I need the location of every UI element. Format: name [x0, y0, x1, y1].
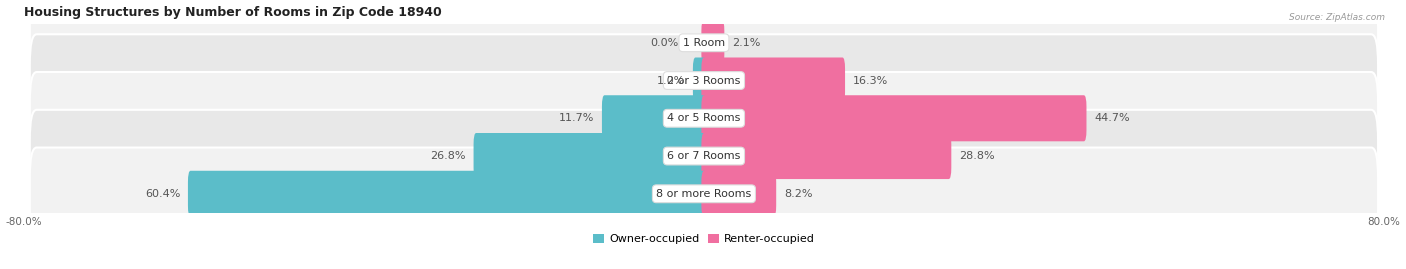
Text: 1.0%: 1.0%: [657, 76, 685, 86]
FancyBboxPatch shape: [702, 95, 1087, 141]
FancyBboxPatch shape: [30, 0, 1378, 89]
Text: 1 Room: 1 Room: [683, 38, 725, 48]
Text: 11.7%: 11.7%: [560, 113, 595, 123]
FancyBboxPatch shape: [602, 95, 706, 141]
FancyBboxPatch shape: [702, 58, 845, 104]
Text: 2 or 3 Rooms: 2 or 3 Rooms: [668, 76, 741, 86]
Text: 26.8%: 26.8%: [430, 151, 465, 161]
Text: 8 or more Rooms: 8 or more Rooms: [657, 189, 752, 199]
FancyBboxPatch shape: [693, 58, 706, 104]
Text: 8.2%: 8.2%: [785, 189, 813, 199]
FancyBboxPatch shape: [474, 133, 706, 179]
FancyBboxPatch shape: [188, 171, 706, 217]
Text: 4 or 5 Rooms: 4 or 5 Rooms: [668, 113, 741, 123]
Text: 2.1%: 2.1%: [733, 38, 761, 48]
Text: 28.8%: 28.8%: [959, 151, 994, 161]
Text: 44.7%: 44.7%: [1094, 113, 1130, 123]
Text: 6 or 7 Rooms: 6 or 7 Rooms: [668, 151, 741, 161]
FancyBboxPatch shape: [702, 20, 724, 66]
FancyBboxPatch shape: [30, 34, 1378, 127]
Text: Source: ZipAtlas.com: Source: ZipAtlas.com: [1289, 13, 1385, 22]
FancyBboxPatch shape: [30, 147, 1378, 240]
FancyBboxPatch shape: [702, 133, 952, 179]
FancyBboxPatch shape: [30, 110, 1378, 202]
Legend: Owner-occupied, Renter-occupied: Owner-occupied, Renter-occupied: [589, 229, 818, 249]
Text: 16.3%: 16.3%: [852, 76, 889, 86]
Text: Housing Structures by Number of Rooms in Zip Code 18940: Housing Structures by Number of Rooms in…: [24, 6, 441, 19]
Text: 0.0%: 0.0%: [650, 38, 679, 48]
Text: 60.4%: 60.4%: [145, 189, 180, 199]
FancyBboxPatch shape: [702, 171, 776, 217]
FancyBboxPatch shape: [30, 72, 1378, 165]
